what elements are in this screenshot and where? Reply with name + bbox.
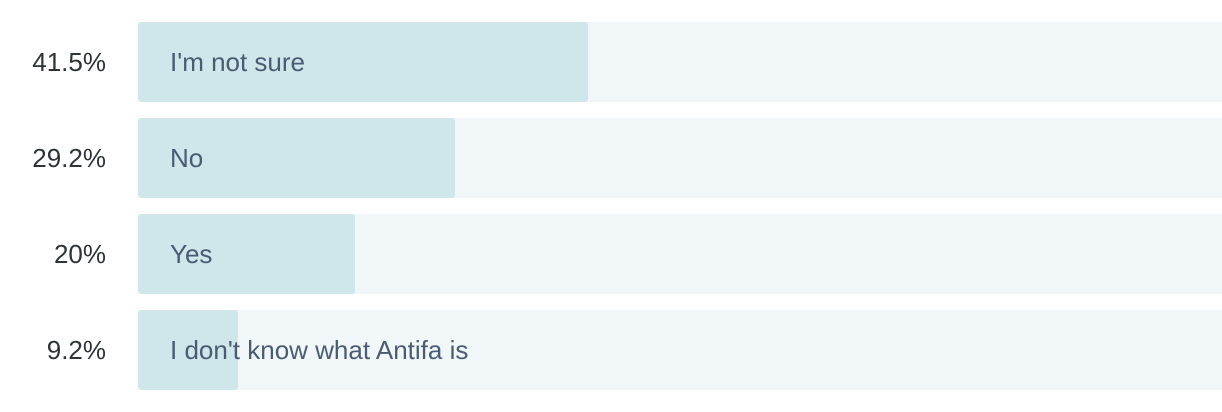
bar-track: No — [138, 118, 1222, 198]
option-label: I'm not sure — [170, 47, 306, 77]
poll-results: 41.5% I'm not sure 29.2% No 20% Yes 9.2%… — [0, 22, 1222, 406]
poll-option-row: 29.2% No — [0, 118, 1222, 198]
percentage-label: 9.2% — [46, 335, 106, 365]
bar-track: Yes — [138, 214, 1222, 294]
poll-option-row: 41.5% I'm not sure — [0, 22, 1222, 102]
poll-option-row: 20% Yes — [0, 214, 1222, 294]
percentage-label: 29.2% — [32, 143, 106, 173]
poll-option-row: 9.2% I don't know what Antifa is — [0, 310, 1222, 390]
percentage-label: 41.5% — [32, 47, 106, 77]
bar-fill — [138, 310, 238, 390]
bar-fill — [138, 214, 355, 294]
bar-track: I'm not sure — [138, 22, 1222, 102]
option-label: Yes — [170, 239, 213, 269]
option-label: I don't know what Antifa is — [170, 335, 469, 365]
option-label: No — [170, 143, 204, 173]
percentage-label: 20% — [53, 239, 106, 269]
bar-track: I don't know what Antifa is — [138, 310, 1222, 390]
bar-fill — [138, 22, 588, 102]
bar-fill — [138, 118, 455, 198]
